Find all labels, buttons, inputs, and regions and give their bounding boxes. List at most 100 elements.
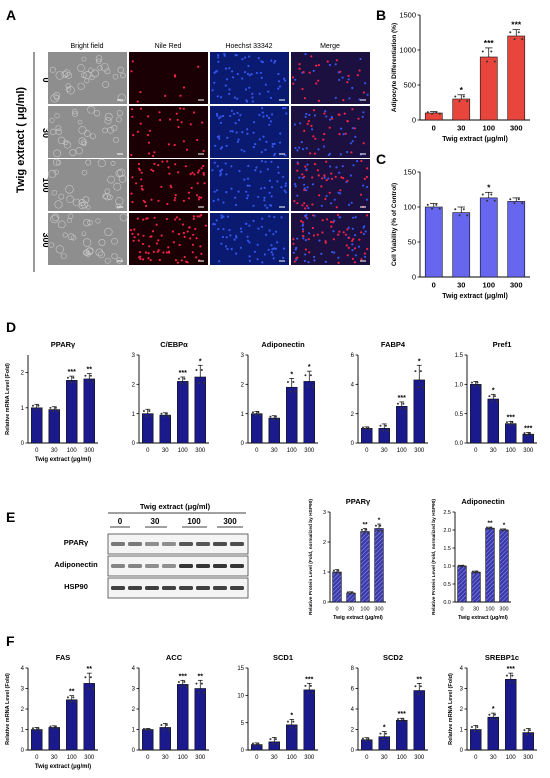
cell-dot: [172, 241, 175, 244]
chart-d1: PPARγ 0 1 2 0 30 100 *** 300 ** Twig extract (μg/m…: [5, 340, 98, 463]
row-label-100: 100: [41, 177, 51, 192]
y-tick-label-f4: 2: [351, 728, 355, 734]
cell-dot: [251, 92, 254, 95]
replicate-dot: [87, 687, 90, 690]
replicate-dot: [387, 738, 390, 741]
cell-dot: [268, 191, 271, 194]
cell-dot: [267, 116, 271, 120]
cell-dot: [354, 216, 357, 219]
cell-dot: [157, 239, 160, 242]
cell-dot: [353, 127, 356, 130]
cell-dot: [257, 195, 260, 198]
cell-dot: [296, 202, 299, 205]
replicate-dot: [478, 571, 481, 574]
cell-dot: [234, 196, 237, 199]
cell-dot: [176, 261, 179, 264]
cell-dot: [177, 125, 180, 129]
replicate-dot: [34, 729, 37, 732]
significance-mark: *: [199, 358, 202, 365]
cell-dot: [147, 115, 150, 118]
cell-outline: [77, 82, 85, 90]
cell-dot: [228, 229, 231, 232]
cell-dot: [157, 199, 160, 202]
cell-dot: [321, 219, 324, 222]
cell-dot: [261, 107, 264, 110]
cell-dot: [202, 173, 205, 176]
significance-mark: ***: [179, 673, 187, 680]
cell-dot: [164, 94, 167, 97]
x-tick-label-d2: 30: [162, 448, 169, 454]
cell-dot: [280, 216, 283, 219]
significance-mark: **: [87, 367, 93, 374]
cell-dot: [147, 152, 151, 155]
x-tick-label-f3: 0: [255, 755, 259, 761]
replicate-dot: [435, 111, 438, 114]
y-tick-label-e2: 1.0: [443, 564, 451, 570]
cell-dot: [220, 214, 223, 217]
cell-dot: [235, 54, 238, 57]
cell-dot: [330, 220, 333, 224]
cell-dot: [248, 224, 251, 227]
replicate-dot: [259, 744, 262, 747]
replicate-dot: [508, 423, 511, 426]
cell-dot: [220, 146, 224, 149]
bar-b-30: [452, 98, 471, 121]
cell-dot: [346, 120, 349, 123]
cell-outline: [55, 125, 62, 131]
cell-dot: [302, 237, 305, 240]
y-tick-label-e2: 2.0: [443, 528, 451, 534]
cell-dot: [152, 154, 155, 157]
cell-dot: [191, 243, 195, 246]
cell-outline: [54, 200, 63, 209]
cell-dot: [236, 140, 239, 143]
x-tick-label-d1: 100: [67, 448, 78, 454]
replicate-dot: [369, 739, 372, 742]
cell-outline: [49, 117, 55, 123]
cell-outline: [97, 65, 103, 71]
cell-outline: [83, 219, 91, 227]
cell-dot: [153, 216, 156, 219]
cell-dot: [363, 255, 367, 258]
cell-dot: [323, 174, 326, 177]
cell-dot: [304, 115, 307, 118]
x-tick-label-d1: 300: [84, 448, 95, 454]
cell-dot: [220, 216, 223, 219]
micrograph-merge-row-0: [291, 52, 370, 104]
cell-dot: [231, 76, 235, 79]
chart-title-d3: Adiponectin: [261, 340, 305, 349]
replicate-dot: [200, 368, 203, 371]
cell-dot: [293, 123, 296, 126]
cell-dot: [132, 134, 135, 137]
cell-dot: [185, 148, 189, 151]
cell-outline: [78, 202, 86, 210]
replicate-dot: [384, 732, 387, 735]
cell-dot: [228, 92, 231, 95]
x-tick-label-d3: 0: [255, 448, 259, 454]
cell-dot: [183, 235, 186, 238]
y-axis-label-e2: Relative Protein Level (Fold, normalized…: [431, 499, 437, 615]
cell-dot: [292, 238, 295, 241]
cell-dot: [213, 71, 216, 74]
x-tick-label-d4: 30: [381, 448, 388, 454]
cell-dot: [174, 163, 177, 166]
cell-dot: [351, 86, 354, 90]
cell-dot: [365, 185, 369, 189]
y-tick-label-f4: 6: [351, 687, 355, 693]
cell-dot: [174, 193, 177, 197]
cell-dot: [130, 70, 133, 73]
cell-outline: [81, 169, 88, 176]
cell-dot: [201, 121, 204, 124]
bar-e1-300: [374, 528, 384, 603]
cell-dot: [195, 256, 198, 259]
cell-dot: [182, 231, 185, 235]
cell-dot: [200, 196, 203, 199]
cell-dot: [366, 214, 369, 217]
cell-dot: [258, 138, 261, 141]
cell-dot: [347, 74, 350, 77]
blot-band: [145, 586, 159, 590]
cell-dot: [296, 149, 299, 152]
cell-dot: [217, 228, 220, 231]
replicate-dot: [517, 198, 520, 201]
column-header-nile-red: Nile Red: [155, 43, 182, 50]
cell-dot: [362, 184, 365, 187]
